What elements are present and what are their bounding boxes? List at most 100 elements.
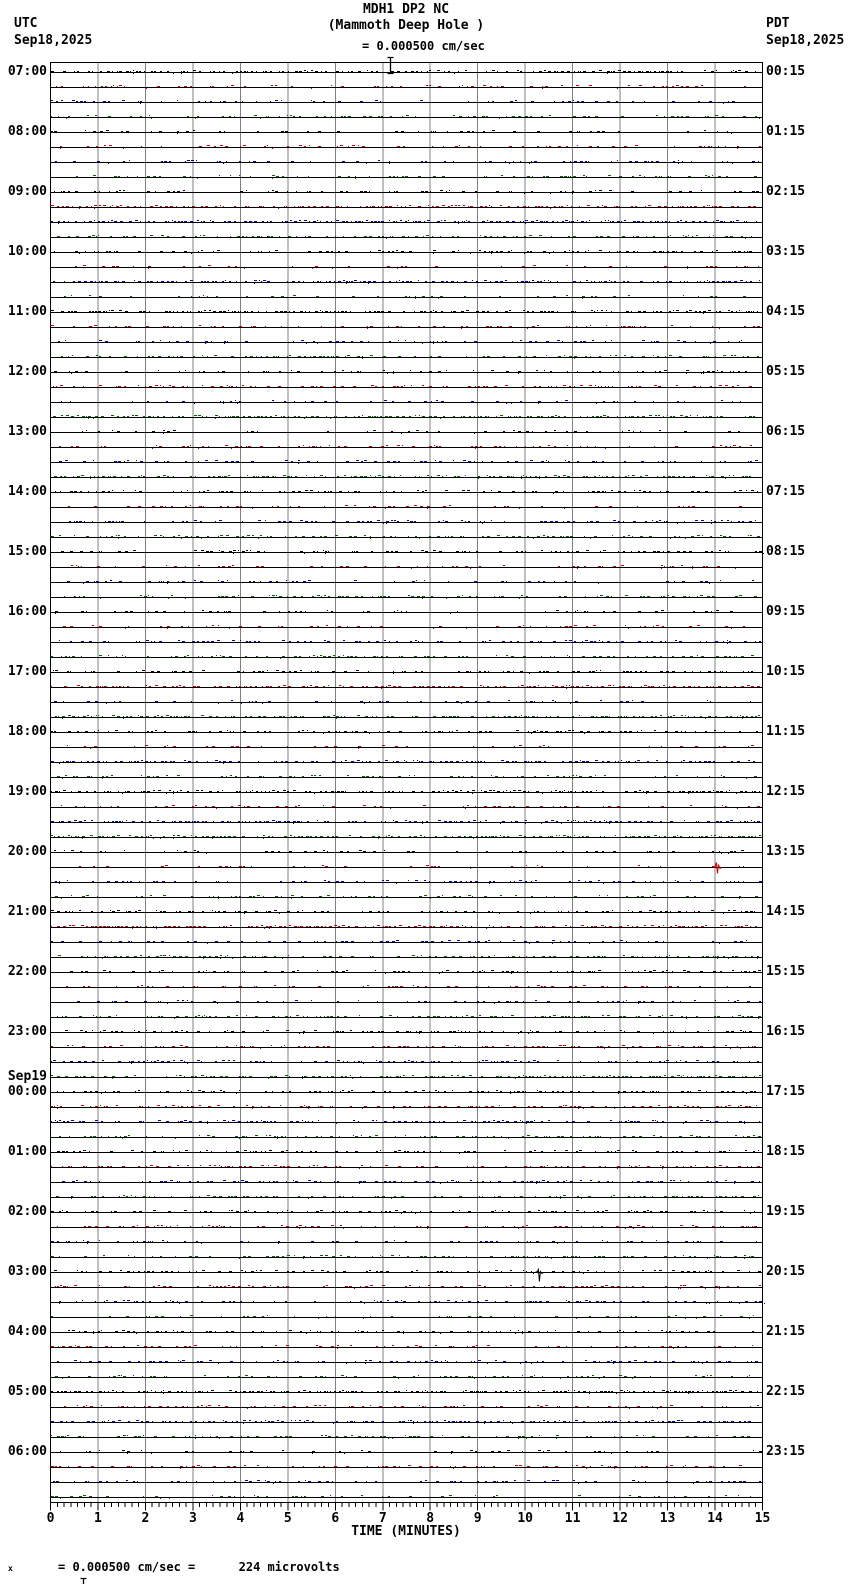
pdt-hour-label: 09:15	[766, 604, 806, 619]
trace-noise	[51, 760, 755, 764]
footer-scale-text: = 0.000500 cm/sec = 224 microvolts	[58, 1560, 340, 1574]
pdt-hour-label: 01:15	[766, 124, 806, 139]
trace-noise	[58, 340, 742, 344]
trace-noise	[55, 1375, 750, 1379]
trace-noise	[51, 1120, 760, 1124]
pdt-hour-label: 02:15	[766, 184, 806, 199]
utc-hour-label: 16:00	[7, 604, 47, 619]
utc-hour-label: 08:00	[7, 124, 47, 139]
x-axis-ticks	[50, 1502, 763, 1511]
pdt-hour-label: 06:15	[766, 424, 806, 439]
pdt-hour-label: 11:15	[766, 724, 806, 739]
trace-noise	[54, 475, 751, 479]
trace-noise	[58, 955, 759, 959]
trace-noise	[57, 1090, 756, 1094]
trace-noise	[51, 1075, 761, 1079]
trace-noise	[51, 310, 758, 314]
trace-noise	[51, 1390, 758, 1394]
trace-noise	[64, 295, 746, 299]
utc-hour-label: 00:00	[7, 1084, 47, 1099]
trace-noise	[59, 1135, 761, 1139]
trace-noise	[51, 790, 760, 794]
trace-noise	[61, 805, 760, 809]
trace-noise	[51, 1105, 757, 1109]
trace-noise	[51, 1315, 754, 1319]
trace-noise	[55, 880, 762, 884]
pdt-hour-label: 08:15	[766, 544, 806, 559]
trace-noise	[57, 775, 757, 779]
x-tick-label: 14	[707, 1510, 723, 1526]
trace-noise	[51, 1240, 757, 1244]
trace-noise	[79, 865, 744, 869]
trace-noise	[68, 505, 742, 509]
trace-noise	[70, 970, 761, 974]
station-title: MDH1 DP2 NC	[362, 2, 450, 17]
pdt-hour-label: 00:15	[766, 64, 806, 79]
utc-hour-label: 19:00	[7, 784, 47, 799]
footer-prefix-glyph: x	[8, 1564, 13, 1573]
left-timezone-label: UTC	[14, 16, 38, 31]
utc-hour-label: 18:00	[7, 724, 47, 739]
trace-noise	[55, 610, 733, 614]
trace-noise	[57, 1225, 757, 1229]
utc-hour-label: 22:00	[7, 964, 47, 979]
seismic-event-spike	[535, 1267, 544, 1282]
trace-noise	[53, 385, 752, 387]
trace-noise	[53, 670, 753, 674]
right-timezone-label: PDT	[766, 16, 790, 31]
pdt-hour-label: 12:15	[766, 784, 806, 799]
trace-noise	[51, 205, 756, 209]
trace-noise	[51, 1435, 750, 1439]
scale-bar-icon	[347, 37, 395, 98]
x-tick-label: 12	[612, 1510, 628, 1526]
trace-noise	[53, 415, 755, 419]
utc-hour-label: 12:00	[7, 364, 47, 379]
utc-hour-label: 23:00	[7, 1024, 47, 1039]
trace-noise	[51, 1420, 751, 1424]
utc-hour-label: 01:00	[7, 1144, 47, 1159]
pdt-hour-label: 03:15	[766, 244, 806, 259]
trace-noise	[67, 580, 754, 584]
trace-noise	[51, 130, 732, 134]
trace-noise	[54, 700, 751, 704]
trace-noise	[62, 1180, 760, 1184]
pdt-hour-label: 22:15	[766, 1384, 806, 1399]
trace-noise	[51, 820, 760, 824]
trace-noise	[51, 220, 757, 224]
x-tick-label: 5	[283, 1510, 292, 1526]
utc-hour-label: 15:00	[7, 544, 47, 559]
trace-noise	[59, 460, 758, 464]
pdt-hour-label: 14:15	[766, 904, 806, 919]
trace-noise	[65, 1030, 752, 1034]
trace-noise	[71, 565, 736, 569]
utc-hour-label: 20:00	[7, 844, 47, 859]
trace-noise	[56, 1195, 759, 1199]
scale-label: = 0.000500 cm/sec	[362, 39, 485, 53]
trace-noise	[57, 235, 752, 239]
trace-noise	[51, 1045, 756, 1049]
trace-noise	[63, 625, 745, 629]
trace-noise	[51, 1345, 753, 1349]
trace-noise	[51, 100, 735, 104]
trace-noise	[51, 1060, 759, 1064]
trace-noise	[59, 445, 752, 449]
trace-noise	[57, 1015, 761, 1019]
pdt-hour-label: 23:15	[766, 1444, 806, 1459]
x-tick-label: 2	[141, 1510, 150, 1526]
x-tick-label: 4	[236, 1510, 245, 1526]
utc-hour-label: 03:00	[7, 1264, 47, 1279]
utc-hour-label: 02:00	[7, 1204, 47, 1219]
trace-noise	[82, 430, 740, 434]
x-tick-label: 6	[331, 1510, 340, 1526]
x-axis-label: TIME (MINUTES)	[351, 1524, 461, 1539]
trace-noise	[55, 490, 758, 494]
trace-noise	[54, 1270, 761, 1274]
trace-noise	[51, 1255, 754, 1259]
trace-noise	[51, 655, 754, 659]
pdt-hour-label: 15:15	[766, 964, 806, 979]
utc-hour-label: 11:00	[7, 304, 47, 319]
trace-noise	[51, 910, 755, 914]
trace-noise	[77, 1000, 761, 1004]
